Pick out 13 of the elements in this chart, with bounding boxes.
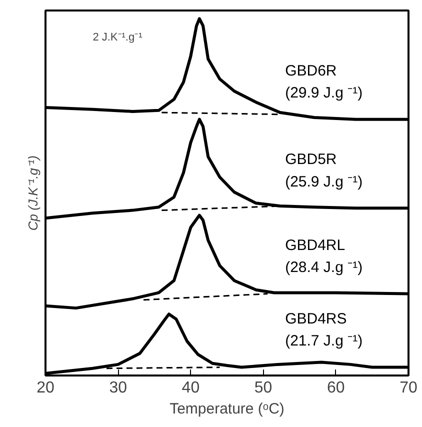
x-axis-title: Temperature (ᵒC) — [170, 400, 284, 418]
x-tick-label: 40 — [182, 380, 200, 396]
x-tick-label: 30 — [109, 380, 128, 396]
series-label: GBD4RS (21.7 J.g ⁻¹) — [285, 310, 363, 350]
x-tick-label: 50 — [254, 380, 272, 396]
x-tick-label: 60 — [327, 380, 345, 396]
annotation: 2 J.K⁻¹.g⁻¹ — [92, 32, 143, 44]
y-axis-title: Cp (J.K⁻¹.g⁻¹) — [26, 155, 40, 231]
series-label: GBD5R (25.9 J.g ⁻¹) — [285, 151, 363, 190]
series-label: GBD4RL (28.4 J.g ⁻¹) — [285, 236, 363, 276]
x-tick-label: 70 — [400, 380, 418, 396]
x-tick-label: 20 — [36, 380, 54, 396]
series-label: GBD6R (29.9 J.g ⁻¹) — [285, 62, 363, 102]
